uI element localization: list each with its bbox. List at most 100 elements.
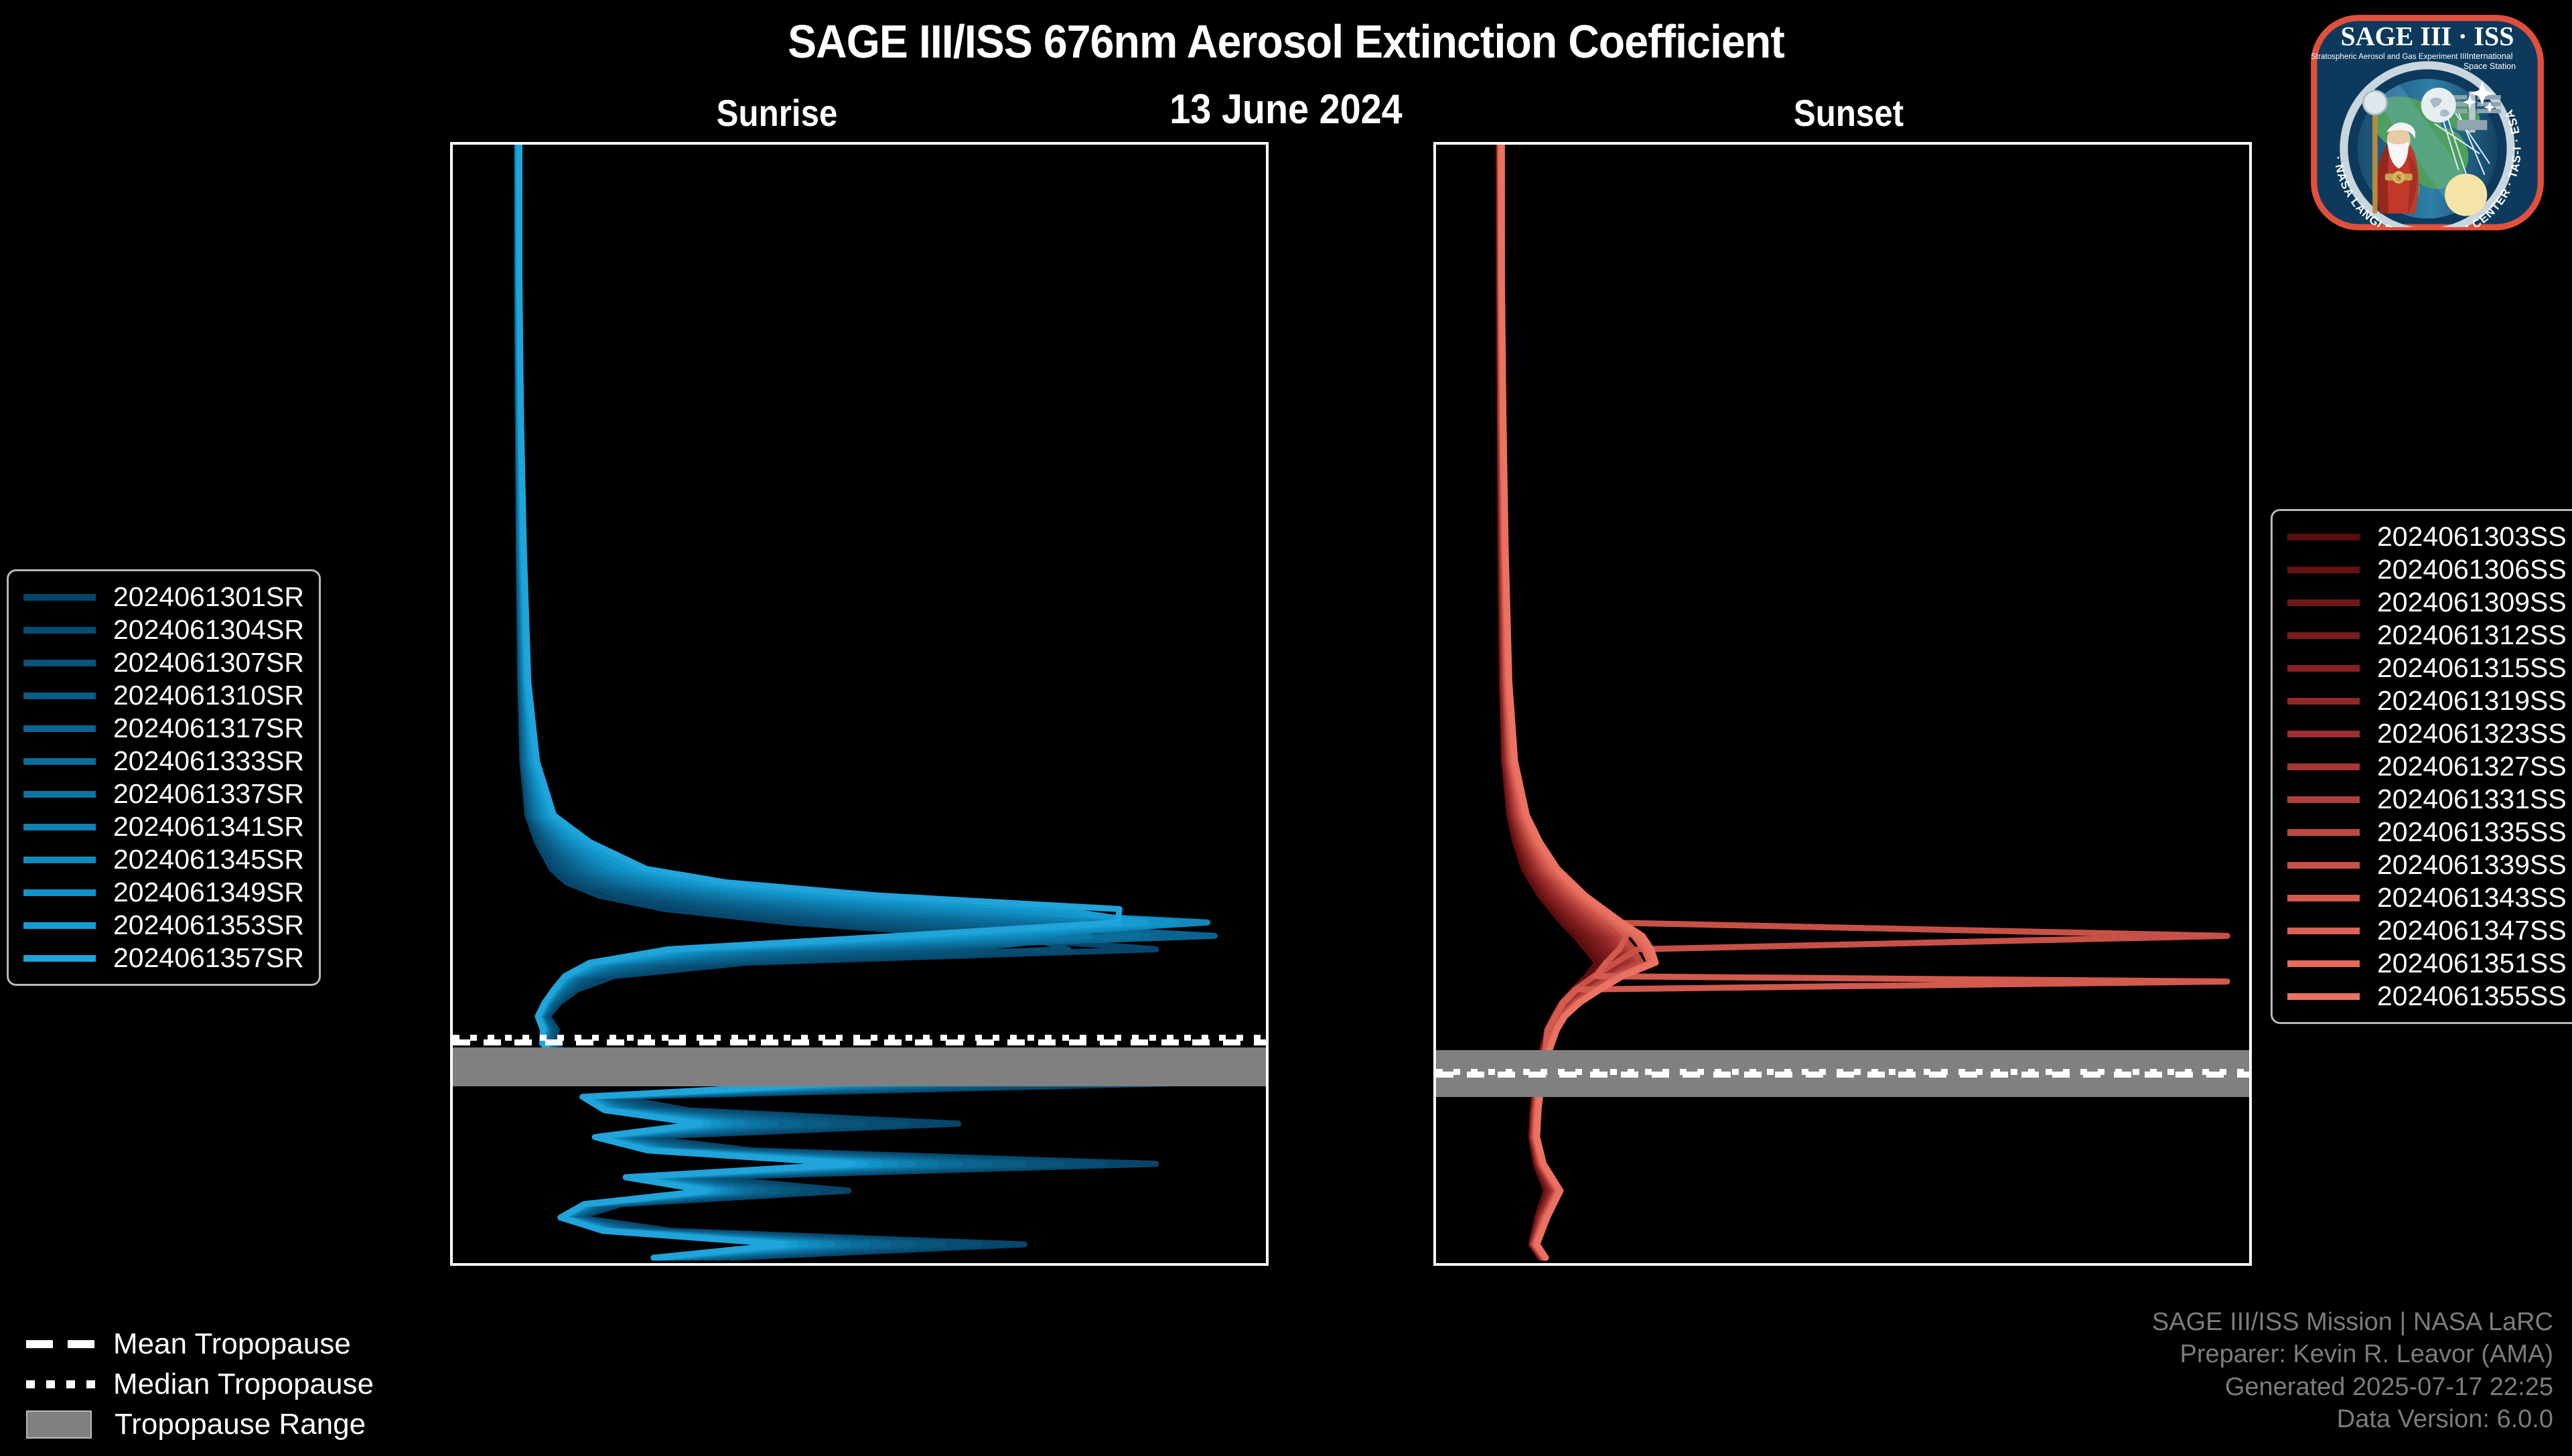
- x-axis-tick: [1786, 1263, 1789, 1266]
- legend-sunrise-item[interactable]: 2024061341SR: [23, 810, 304, 843]
- profile-line: [520, 145, 1120, 1258]
- legend-label: 2024061331SS: [2377, 784, 2567, 814]
- y-axis-title-sunrise: Altitude [km]: [450, 585, 452, 822]
- y-axis-tick: [450, 680, 453, 682]
- legend-label: 2024061315SS: [2377, 652, 2567, 683]
- legend-label: 2024061341SR: [113, 811, 304, 842]
- legend-sunset-item[interactable]: 2024061347SS: [2287, 914, 2567, 947]
- legend-label: 2024061312SS: [2377, 620, 2567, 650]
- credits-block: SAGE III/ISS Mission | NASA LaRC Preparer…: [2152, 1306, 2553, 1437]
- legend-color-swatch: [2287, 664, 2360, 672]
- legend-label: 2024061343SS: [2377, 882, 2567, 913]
- legend-tropopause[interactable]: Mean Tropopause Median Tropopause Tropop…: [9, 1313, 390, 1456]
- legend-label: 2024061339SS: [2377, 849, 2567, 880]
- legend-color-swatch: [2287, 533, 2360, 540]
- legend-label: 2024061347SS: [2377, 915, 2567, 946]
- legend-color-swatch: [23, 659, 96, 666]
- x-axis-tick: [1493, 1263, 1496, 1266]
- legend-sunrise-item[interactable]: 2024061310SR: [23, 679, 304, 712]
- legend-sunset-item[interactable]: 2024061331SS: [2287, 783, 2567, 816]
- legend-sunset-item[interactable]: 2024061303SS: [2287, 520, 2567, 553]
- y-axis-tick: [1433, 1216, 1436, 1219]
- y-axis-tick: [450, 948, 453, 950]
- logo-subtitle-left: Stratospheric Aerosol and Gas Experiment…: [2311, 52, 2466, 61]
- legend-color-swatch: [2287, 599, 2360, 606]
- legend-color-swatch: [2287, 730, 2360, 737]
- x-axis-tick: [2079, 1263, 2082, 1266]
- legend-sunrise-item[interactable]: 2024061349SR: [23, 876, 304, 909]
- legend-sunset-item[interactable]: 2024061312SS: [2287, 619, 2567, 652]
- credit-line: Data Version: 6.0.0: [2336, 1405, 2553, 1434]
- legend-label: 2024061304SR: [113, 614, 304, 645]
- legend-label: 2024061307SR: [113, 647, 304, 678]
- legend-label: 2024061306SS: [2377, 554, 2567, 585]
- legend-sunset[interactable]: 2024061303SS 2024061306SS 2024061309SS 2024…: [2271, 509, 2572, 1024]
- y-axis-tick: [1433, 411, 1436, 414]
- sage-iii-iss-mission-patch-logo: S BALL · NASA LANGLEY RESEARCH CENTER · …: [2303, 7, 2552, 256]
- legend-label: 2024061353SR: [113, 909, 304, 940]
- legend-item-tropopause-range: Tropopause Range: [26, 1404, 374, 1445]
- y-axis-tick: [450, 1216, 453, 1219]
- legend-sunset-item[interactable]: 2024061309SS: [2287, 586, 2567, 619]
- legend-sunrise-item[interactable]: 2024061357SR: [23, 942, 304, 974]
- x-axis-tick: [510, 1263, 512, 1266]
- x-axis-tick: [803, 1263, 806, 1266]
- legend-sunrise[interactable]: 2024061301SR 2024061304SR 2024061307SR 2024…: [7, 569, 321, 986]
- median-tropopause-line: [1436, 1068, 2249, 1075]
- y-axis-tick: [450, 143, 453, 146]
- legend-sunrise-item[interactable]: 2024061353SR: [23, 909, 304, 942]
- y-axis-tick: [1433, 277, 1436, 280]
- y-axis-tick: [1433, 814, 1436, 816]
- legend-sunrise-item[interactable]: 2024061345SR: [23, 843, 304, 876]
- tropopause-range-band: [453, 1047, 1266, 1086]
- legend-sunrise-item[interactable]: 2024061337SR: [23, 778, 304, 810]
- credit-line: SAGE III/ISS Mission | NASA LaRC: [2151, 1307, 2553, 1336]
- legend-sunset-item[interactable]: 2024061327SS: [2287, 750, 2567, 783]
- legend-label: 2024061323SS: [2377, 718, 2567, 749]
- dashed-line-icon: [26, 1340, 96, 1348]
- page-subtitle: 13 June 2024: [1169, 86, 1403, 133]
- legend-label: 2024061345SR: [113, 844, 304, 875]
- legend-item-median-tropopause: Median Tropopause: [26, 1364, 374, 1404]
- legend-color-swatch: [2287, 894, 2360, 901]
- legend-color-swatch: [2287, 828, 2360, 836]
- legend-sunset-item[interactable]: 2024061335SS: [2287, 816, 2567, 849]
- legend-sunrise-item[interactable]: 2024061304SR: [23, 613, 304, 646]
- legend-color-swatch: [2287, 697, 2360, 705]
- legend-color-swatch: [23, 725, 96, 732]
- legend-sunset-item[interactable]: 2024061351SS: [2287, 947, 2567, 980]
- legend-sunset-item[interactable]: 2024061306SS: [2287, 553, 2567, 586]
- plot-sunset-canvas: [1436, 145, 2249, 1263]
- legend-sunset-item[interactable]: 2024061339SS: [2287, 849, 2567, 881]
- legend-color-swatch: [23, 692, 96, 699]
- legend-color-swatch: [2287, 960, 2360, 967]
- legend-color-swatch: [2287, 861, 2360, 869]
- plot-sunrise[interactable]: 1015202530354045500.0000.0020.0040.0060.…: [450, 142, 1269, 1266]
- legend-sunrise-item[interactable]: 2024061317SR: [23, 712, 304, 745]
- legend-color-swatch: [23, 889, 96, 896]
- legend-sunset-item[interactable]: 2024061319SS: [2287, 684, 2567, 717]
- legend-color-swatch: [2287, 927, 2360, 934]
- legend-label: 2024061319SS: [2377, 685, 2567, 716]
- plot-sunset[interactable]: 1015202530354045500.0000.0020.0040.0060.…: [1433, 142, 2252, 1266]
- legend-color-swatch: [23, 626, 96, 634]
- x-axis-tick: [1640, 1263, 1642, 1266]
- legend-sunset-item[interactable]: 2024061323SS: [2287, 717, 2567, 750]
- legend-label: 2024061355SS: [2377, 980, 2567, 1011]
- legend-label: 2024061357SR: [113, 942, 304, 973]
- legend-sunrise-item[interactable]: 2024061301SR: [23, 581, 304, 613]
- x-axis-tick: [1242, 1263, 1245, 1266]
- legend-sunset-item[interactable]: 2024061315SS: [2287, 652, 2567, 684]
- profile-line: [518, 145, 1090, 1258]
- legend-color-swatch: [2287, 763, 2360, 770]
- y-axis-tick: [450, 411, 453, 414]
- legend-label: 2024061317SR: [113, 713, 304, 743]
- y-axis-tick: [1433, 546, 1436, 549]
- y-axis-tick: [450, 814, 453, 816]
- legend-sunrise-item[interactable]: 2024061307SR: [23, 646, 304, 679]
- page-title: SAGE III/ISS 676nm Aerosol Extinction Co…: [788, 15, 1785, 68]
- legend-color-swatch: [23, 922, 96, 929]
- legend-sunset-item[interactable]: 2024061355SS: [2287, 980, 2567, 1013]
- legend-sunset-item[interactable]: 2024061343SS: [2287, 881, 2567, 914]
- legend-sunrise-item[interactable]: 2024061333SR: [23, 745, 304, 778]
